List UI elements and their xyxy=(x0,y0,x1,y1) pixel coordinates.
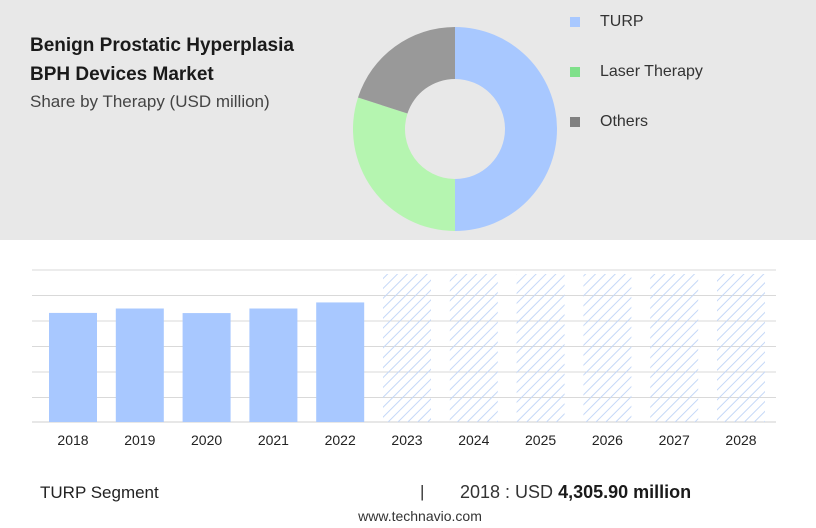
legend-label: TURP xyxy=(600,13,644,30)
x-tick-label: 2021 xyxy=(258,432,289,448)
forecast-bar-2024 xyxy=(449,274,498,422)
x-tick-label: 2027 xyxy=(659,432,690,448)
bar-2018 xyxy=(49,312,97,422)
x-tick-label: 2025 xyxy=(525,432,556,448)
x-tick-label: 2028 xyxy=(725,432,756,448)
forecast-bar-2023 xyxy=(383,274,431,422)
chart-subtitle: Share by Therapy (USD million) xyxy=(30,92,270,111)
footer-divider: | xyxy=(420,482,425,501)
segment-value: 2018 : USD 4,305.90 million xyxy=(460,482,691,503)
website-watermark: www.technavio.com xyxy=(358,508,482,524)
x-tick-label: 2024 xyxy=(458,432,489,448)
donut-slice-others xyxy=(357,27,455,114)
bar-2022 xyxy=(316,302,365,422)
forecast-bar-2025 xyxy=(516,274,565,422)
segment-value-amount: 4,305.90 million xyxy=(558,482,692,502)
chart-title: Benign Prostatic Hyperplasia BPH Devices… xyxy=(30,31,350,89)
legend-label: Others xyxy=(600,113,649,130)
donut-chart xyxy=(352,27,557,232)
bar-2019 xyxy=(115,308,164,422)
forecast-bar-2027 xyxy=(650,274,699,422)
segment-label: TURP Segment xyxy=(40,483,159,502)
x-tick-label: 2020 xyxy=(191,432,222,448)
legend-swatch xyxy=(570,117,580,127)
x-tick-label: 2022 xyxy=(325,432,356,448)
legend-label: Laser Therapy xyxy=(600,63,703,80)
segment-value-year: 2018 : USD xyxy=(460,482,554,502)
title-line-2: BPH Devices Market xyxy=(30,64,214,85)
donut-slice-turp xyxy=(455,27,557,231)
bar-2020 xyxy=(182,313,231,422)
legend-swatch xyxy=(570,17,580,27)
forecast-bar-2026 xyxy=(583,274,632,422)
bar-chart: 2018 2019 2020 2021 2022 2023 2024 2025 2026 2027… xyxy=(32,269,776,448)
x-tick-label: 2026 xyxy=(592,432,623,448)
title-line-1: Benign Prostatic Hyperplasia xyxy=(30,35,294,56)
bar-2021 xyxy=(249,308,298,422)
x-tick-label: 2019 xyxy=(124,432,155,448)
x-tick-label: 2023 xyxy=(391,432,422,448)
donut-slice-laser-therapy xyxy=(352,97,455,232)
legend-swatch xyxy=(570,67,580,77)
forecast-bar-2028 xyxy=(717,274,765,422)
x-tick-label: 2018 xyxy=(57,432,88,448)
